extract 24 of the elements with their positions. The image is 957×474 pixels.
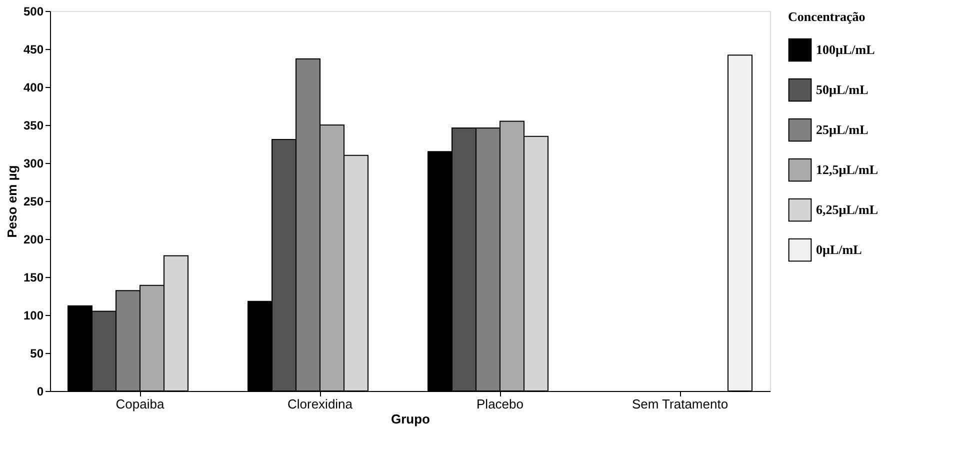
y-tick-label: 250 (23, 194, 44, 208)
y-tick-label: 300 (23, 156, 44, 170)
y-tick-label: 400 (23, 80, 44, 94)
legend-title: Concentração (788, 9, 866, 24)
y-tick-label: 0 (36, 384, 44, 398)
x-tick-label: Clorexidina (287, 396, 354, 412)
legend-label: 25µL/mL (816, 122, 869, 137)
y-tick-label: 100 (23, 308, 44, 322)
y-tick-label: 150 (23, 270, 44, 284)
y-tick-label: 200 (23, 232, 44, 246)
legend-label: 50µL/mL (816, 82, 869, 97)
y-tick-label: 450 (23, 42, 44, 56)
y-tick-label: 50 (30, 346, 44, 360)
legend-label: 12,5µL/mL (816, 162, 878, 177)
y-axis-title: Peso em µg (4, 165, 20, 238)
y-tick-label: 350 (23, 118, 44, 132)
x-tick-label: Placebo (476, 396, 524, 412)
x-tick-label: Sem Tratamento (632, 396, 728, 412)
legend-label: 6,25µL/mL (816, 202, 878, 217)
y-tick-label: 500 (23, 4, 44, 18)
legend-label: 100µL/mL (816, 42, 876, 57)
x-tick-label: Copaiba (116, 396, 165, 412)
x-axis-title: Grupo (391, 412, 430, 426)
legend-label: 0µL/mL (816, 242, 862, 257)
